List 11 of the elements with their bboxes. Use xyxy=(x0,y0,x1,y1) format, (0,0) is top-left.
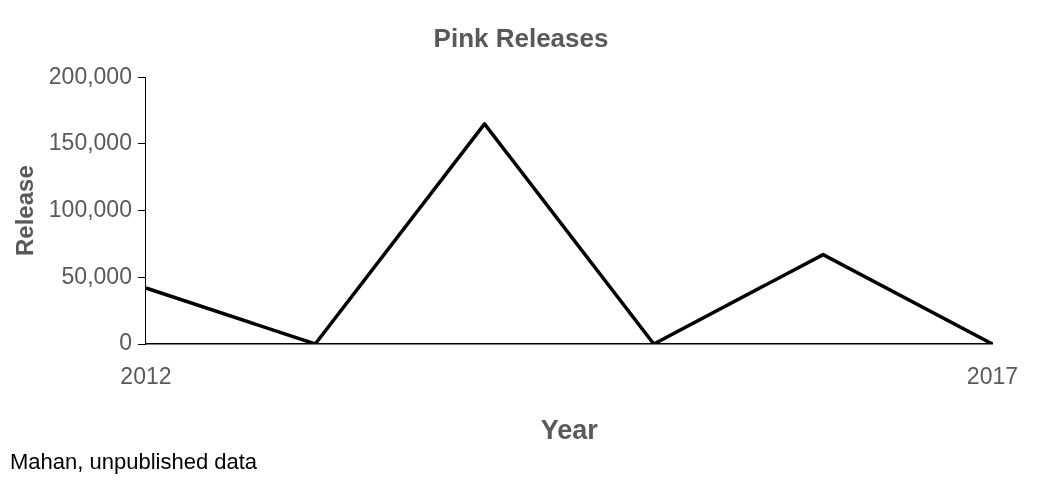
x-tick-label: 2012 xyxy=(120,363,172,390)
y-axis-title: Release xyxy=(11,165,39,256)
y-tick-label: 0 xyxy=(119,329,132,356)
text: Mahan, unpublished data xyxy=(10,449,258,475)
y-tick-label: 100,000 xyxy=(48,195,132,222)
x-tick-label: 2017 xyxy=(966,363,1018,390)
x-axis-title: Year xyxy=(540,415,599,446)
chart-title: Pink Releases xyxy=(433,22,609,53)
y-tick-label: 150,000 xyxy=(48,129,132,156)
y-tick-label: 50,000 xyxy=(61,262,132,289)
y-tick-label: 200,000 xyxy=(48,62,132,89)
